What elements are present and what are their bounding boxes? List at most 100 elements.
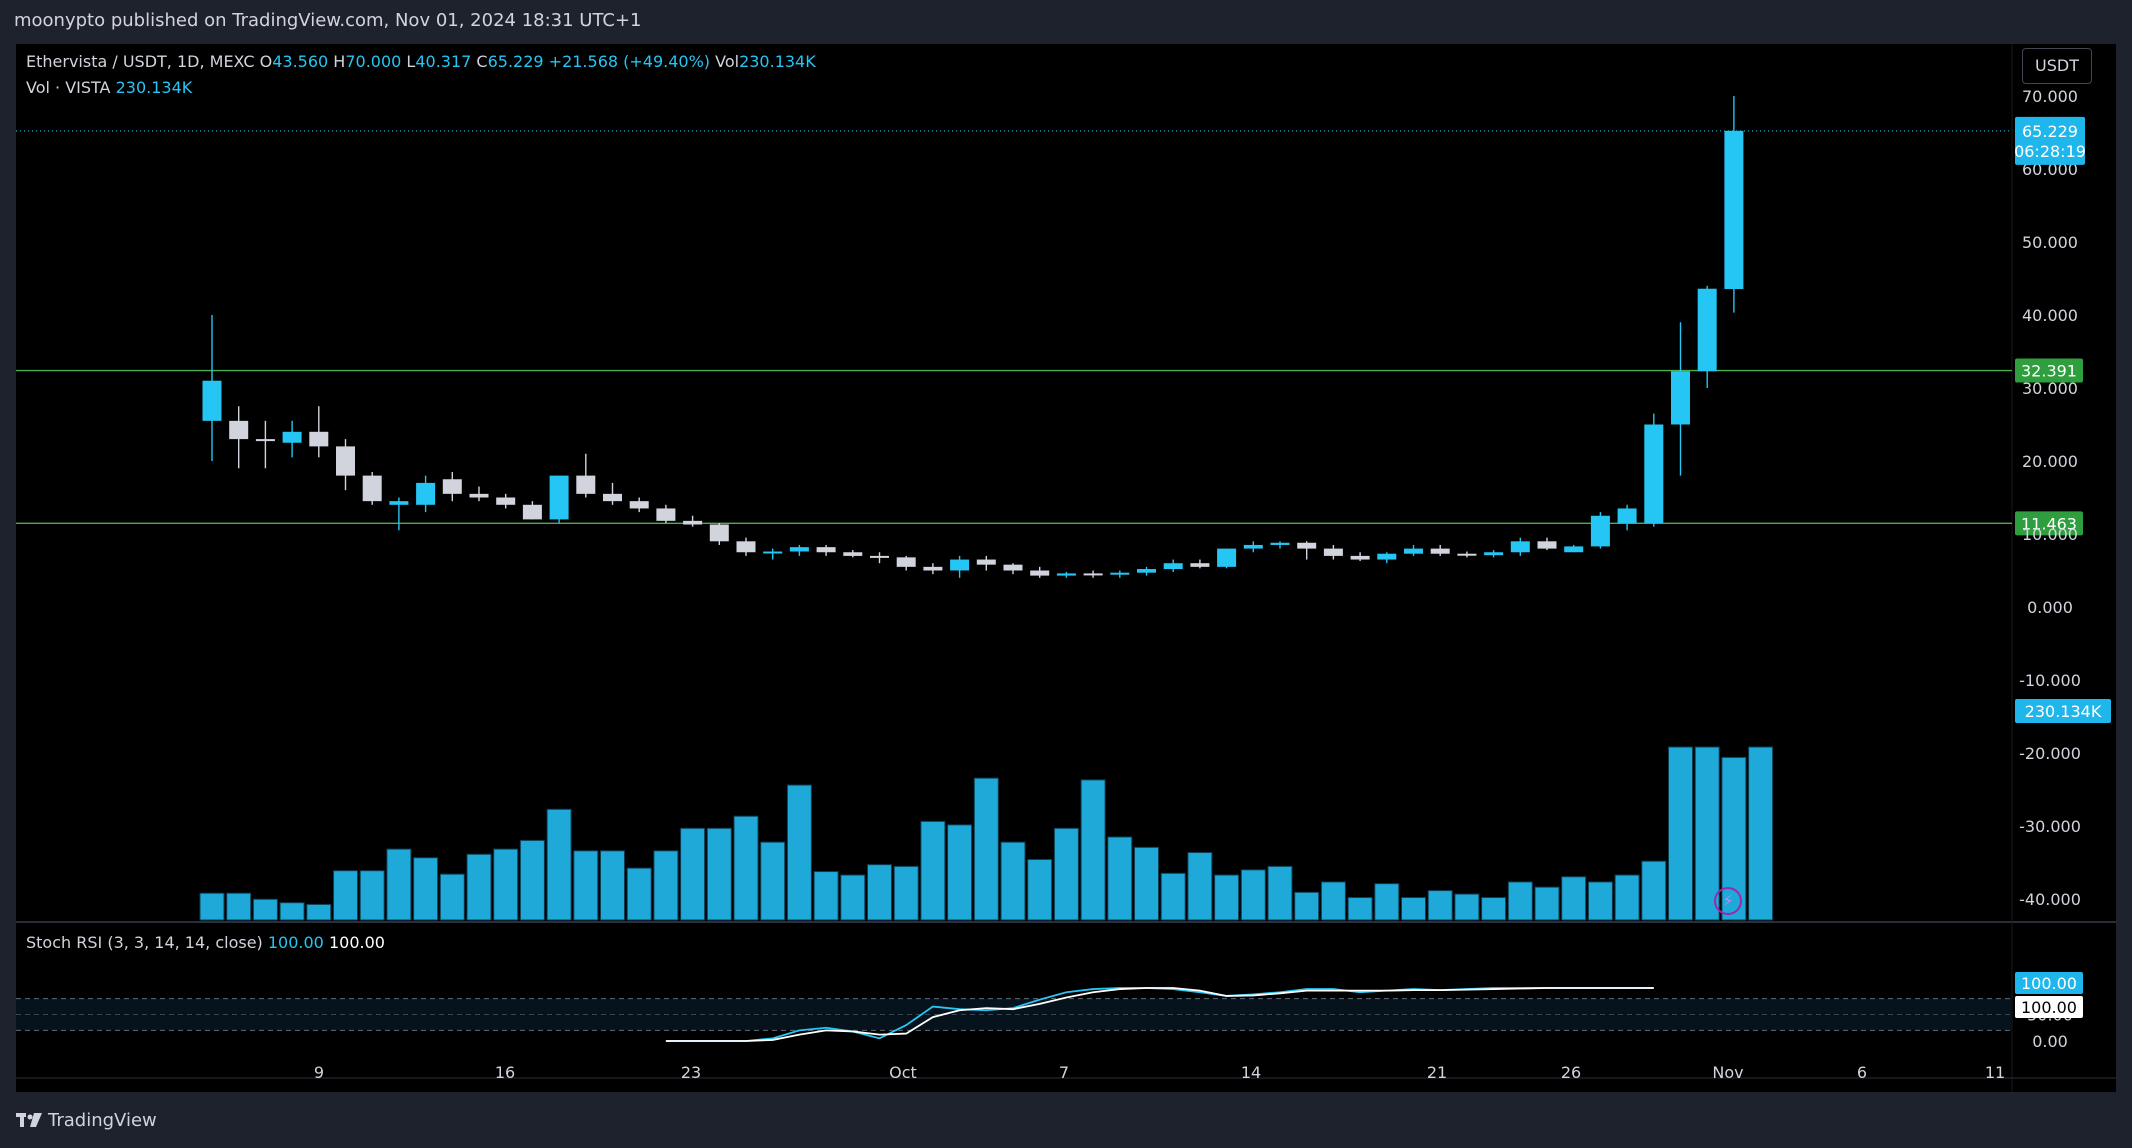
candle-body bbox=[576, 475, 596, 494]
volume-bar bbox=[733, 815, 759, 921]
volume-bar bbox=[226, 892, 252, 921]
candle-body bbox=[1457, 553, 1477, 556]
stoch-k-value: 100.00 bbox=[267, 933, 324, 952]
time-tick-label: 7 bbox=[1059, 1063, 1069, 1082]
candle-body bbox=[336, 446, 355, 476]
volume-bar bbox=[1107, 836, 1133, 921]
volume-bar bbox=[1401, 897, 1426, 921]
candle-body bbox=[1297, 542, 1317, 549]
time-tick-label: 6 bbox=[1857, 1063, 1867, 1082]
time-tick-label: 23 bbox=[681, 1063, 701, 1082]
volume-bar bbox=[1587, 881, 1613, 921]
tradingview-logo-icon bbox=[16, 1112, 42, 1127]
time-axis: 9 16 23 Oct 7 14 21 26 Nov 6 11 bbox=[314, 1063, 2005, 1082]
volume-bar bbox=[493, 848, 519, 921]
candle-body bbox=[1484, 552, 1504, 556]
volume-indicator-label: Vol · VISTA bbox=[26, 78, 111, 97]
volume-bar bbox=[1294, 891, 1320, 921]
stoch-d-badge-label: 100.00 bbox=[2021, 998, 2077, 1017]
volume-bar bbox=[279, 902, 305, 921]
volume-bar bbox=[466, 853, 492, 921]
price-tick-label: 50.000 bbox=[2022, 233, 2078, 252]
candle-body bbox=[1617, 508, 1637, 524]
candle-body bbox=[282, 431, 302, 443]
change-value: +21.568 (+49.40%) bbox=[548, 52, 711, 71]
candle-body bbox=[469, 493, 489, 498]
time-tick-label: Nov bbox=[1712, 1063, 1743, 1082]
volume-bar bbox=[386, 848, 412, 921]
candle-body bbox=[1564, 546, 1584, 553]
volume-bar bbox=[199, 892, 225, 921]
time-tick-label: 14 bbox=[1241, 1063, 1261, 1082]
price-tick-label: 30.000 bbox=[2022, 379, 2078, 398]
volume-bar bbox=[840, 874, 866, 921]
price-tick-label: 40.000 bbox=[2022, 306, 2078, 325]
volume-bar bbox=[1187, 852, 1213, 921]
volume-bar bbox=[1000, 841, 1026, 921]
candle-body bbox=[1163, 563, 1183, 570]
volume-bar bbox=[1614, 874, 1640, 921]
volume-bar bbox=[893, 865, 919, 921]
candle-body bbox=[1110, 572, 1130, 575]
level-lines: 32.391 11.463 bbox=[16, 130, 2083, 536]
price-tick-label: 70.000 bbox=[2022, 87, 2078, 106]
time-tick-label: 21 bbox=[1427, 1063, 1447, 1082]
volume-bar bbox=[1748, 746, 1774, 921]
volume-bar bbox=[600, 850, 625, 921]
candle-body bbox=[202, 380, 222, 421]
volume-bar bbox=[1641, 860, 1667, 921]
candle-body bbox=[1323, 548, 1343, 556]
candle-body bbox=[1377, 553, 1397, 560]
candle-body bbox=[763, 551, 783, 554]
stoch-d-line bbox=[665, 987, 1654, 1042]
time-tick-label: 9 bbox=[314, 1063, 324, 1082]
candle-body bbox=[843, 552, 863, 556]
volume-bar bbox=[760, 841, 786, 921]
candle-body bbox=[656, 508, 676, 521]
candle-body bbox=[1083, 573, 1103, 576]
volume-bar bbox=[1694, 746, 1720, 921]
volume-bar bbox=[573, 850, 599, 921]
volume-bar bbox=[1053, 827, 1079, 921]
candle-body bbox=[1644, 424, 1664, 524]
currency-unit-button[interactable]: USDT bbox=[2022, 48, 2092, 84]
candle-body bbox=[603, 493, 622, 502]
volume-bar bbox=[1507, 881, 1533, 921]
volume-bar bbox=[1320, 881, 1346, 921]
time-tick-label: Oct bbox=[889, 1063, 917, 1082]
volume-bar bbox=[867, 864, 892, 921]
level-badge bbox=[2015, 511, 2083, 536]
volume-bar bbox=[413, 857, 439, 921]
time-tick-label: 11 bbox=[1985, 1063, 2005, 1082]
stoch-band-fill bbox=[16, 998, 2012, 1031]
stoch-d-badge bbox=[2015, 996, 2083, 1018]
publisher-header: moonypto published on TradingView.com, N… bbox=[14, 10, 642, 31]
price-tick-label: -30.000 bbox=[2019, 817, 2081, 836]
candle-body bbox=[923, 566, 943, 571]
time-tick-label: 26 bbox=[1561, 1063, 1581, 1082]
candle-body bbox=[1056, 573, 1076, 576]
volume-bar bbox=[920, 820, 946, 921]
candle-body bbox=[442, 479, 462, 494]
candle-body bbox=[389, 501, 409, 505]
lightning-icon[interactable]: ⚡ bbox=[1714, 887, 1742, 915]
price-tick-label: 0.000 bbox=[2027, 598, 2073, 617]
candle-body bbox=[1430, 548, 1450, 554]
footer-brand: TradingView bbox=[48, 1110, 157, 1131]
candle-body bbox=[1243, 544, 1263, 549]
volume-bar bbox=[653, 850, 679, 921]
candle-body bbox=[950, 559, 970, 571]
candle-body bbox=[896, 557, 916, 567]
candle-body bbox=[1030, 570, 1050, 576]
volume-bar bbox=[813, 871, 839, 921]
vol-value: 230.134K bbox=[739, 52, 816, 71]
candle-body bbox=[816, 547, 836, 553]
volume-bar bbox=[1214, 874, 1240, 921]
open-value: 43.560 bbox=[272, 52, 329, 71]
tradingview-logo[interactable]: TradingView bbox=[16, 1110, 157, 1131]
stoch-k-badge bbox=[2015, 972, 2083, 994]
close-label: C bbox=[476, 52, 488, 71]
volume-bar bbox=[1427, 890, 1453, 921]
countdown-label: 06:28:19 bbox=[2014, 142, 2086, 161]
